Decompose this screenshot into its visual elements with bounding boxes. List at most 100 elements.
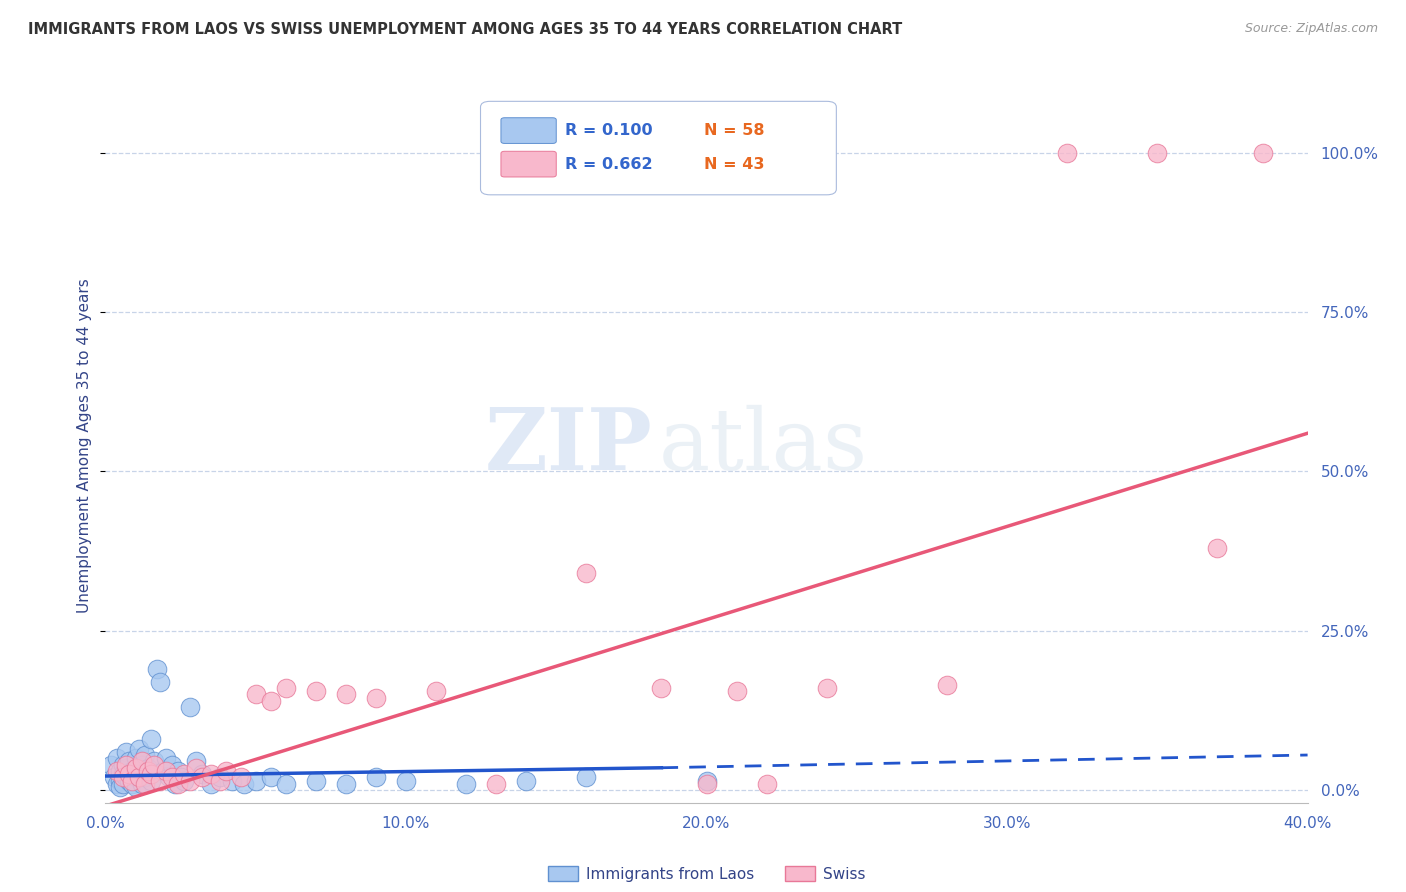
Point xyxy=(725,684,748,698)
Point xyxy=(112,767,135,781)
Point xyxy=(184,761,207,775)
Point xyxy=(815,681,838,695)
Point xyxy=(142,757,165,772)
Point xyxy=(208,773,231,788)
Point xyxy=(208,770,231,784)
Text: ZIP: ZIP xyxy=(485,404,652,488)
Point xyxy=(1251,145,1274,160)
Point xyxy=(107,764,129,778)
Point xyxy=(110,764,132,778)
Point xyxy=(112,777,135,791)
Point xyxy=(200,777,222,791)
Point xyxy=(110,773,132,788)
Point xyxy=(1206,541,1229,555)
Point xyxy=(112,770,135,784)
Legend: Immigrants from Laos, Swiss: Immigrants from Laos, Swiss xyxy=(541,860,872,888)
Y-axis label: Unemployment Among Ages 35 to 44 years: Unemployment Among Ages 35 to 44 years xyxy=(77,278,93,614)
Point xyxy=(696,777,718,791)
Point xyxy=(131,755,153,769)
Point xyxy=(184,755,207,769)
Point xyxy=(131,757,153,772)
Point xyxy=(107,777,129,791)
Point xyxy=(139,732,162,747)
Point xyxy=(112,757,135,772)
Point xyxy=(335,688,357,702)
Point xyxy=(124,780,146,794)
Point xyxy=(173,773,195,788)
Text: N = 58: N = 58 xyxy=(704,123,765,138)
Point xyxy=(232,777,254,791)
Point xyxy=(190,767,212,781)
Point xyxy=(110,780,132,794)
Point xyxy=(395,773,418,788)
Point xyxy=(100,757,122,772)
Point xyxy=(221,773,243,788)
Point xyxy=(142,755,165,769)
Point xyxy=(148,773,170,788)
Point xyxy=(650,681,672,695)
Point xyxy=(575,770,598,784)
Point xyxy=(121,777,143,791)
Point xyxy=(134,770,156,784)
FancyBboxPatch shape xyxy=(501,152,557,177)
Point xyxy=(485,777,508,791)
Point xyxy=(454,777,477,791)
Point xyxy=(139,767,162,781)
Point xyxy=(755,777,778,791)
Point xyxy=(364,690,387,705)
Point xyxy=(118,755,141,769)
Point xyxy=(245,773,267,788)
Point xyxy=(169,770,191,784)
Point xyxy=(260,770,283,784)
Point xyxy=(152,764,174,778)
Point xyxy=(274,777,297,791)
Point xyxy=(160,757,183,772)
Point xyxy=(936,678,959,692)
Point xyxy=(131,777,153,791)
Point xyxy=(134,777,156,791)
Point xyxy=(115,745,138,759)
Point xyxy=(124,770,146,784)
Point xyxy=(364,770,387,784)
Point xyxy=(124,761,146,775)
Text: N = 43: N = 43 xyxy=(704,157,765,171)
Point xyxy=(305,684,328,698)
Point xyxy=(103,770,125,784)
FancyBboxPatch shape xyxy=(481,102,837,194)
Text: IMMIGRANTS FROM LAOS VS SWISS UNEMPLOYMENT AMONG AGES 35 TO 44 YEARS CORRELATION: IMMIGRANTS FROM LAOS VS SWISS UNEMPLOYME… xyxy=(28,22,903,37)
Point xyxy=(115,761,138,775)
Point xyxy=(166,764,188,778)
FancyBboxPatch shape xyxy=(501,118,557,144)
Text: atlas: atlas xyxy=(658,404,868,488)
Point xyxy=(148,674,170,689)
Point xyxy=(157,770,180,784)
Point xyxy=(575,566,598,581)
Point xyxy=(179,700,201,714)
Point xyxy=(1056,145,1078,160)
Point xyxy=(166,777,188,791)
Point xyxy=(160,770,183,784)
Point xyxy=(274,681,297,695)
Point xyxy=(128,741,150,756)
Point xyxy=(515,773,537,788)
Point xyxy=(139,773,162,788)
Point xyxy=(335,777,357,791)
Point xyxy=(696,773,718,788)
Point xyxy=(229,770,252,784)
Point xyxy=(179,773,201,788)
Point xyxy=(260,694,283,708)
Point xyxy=(155,764,177,778)
Text: R = 0.100: R = 0.100 xyxy=(565,123,652,138)
Text: R = 0.662: R = 0.662 xyxy=(565,157,652,171)
Point xyxy=(163,777,186,791)
Point xyxy=(115,757,138,772)
Point xyxy=(121,764,143,778)
Point xyxy=(305,773,328,788)
Point xyxy=(190,770,212,784)
Point xyxy=(1146,145,1168,160)
Text: Source: ZipAtlas.com: Source: ZipAtlas.com xyxy=(1244,22,1378,36)
Point xyxy=(425,684,447,698)
Point xyxy=(145,662,167,676)
Point xyxy=(214,764,236,778)
Point xyxy=(107,751,129,765)
